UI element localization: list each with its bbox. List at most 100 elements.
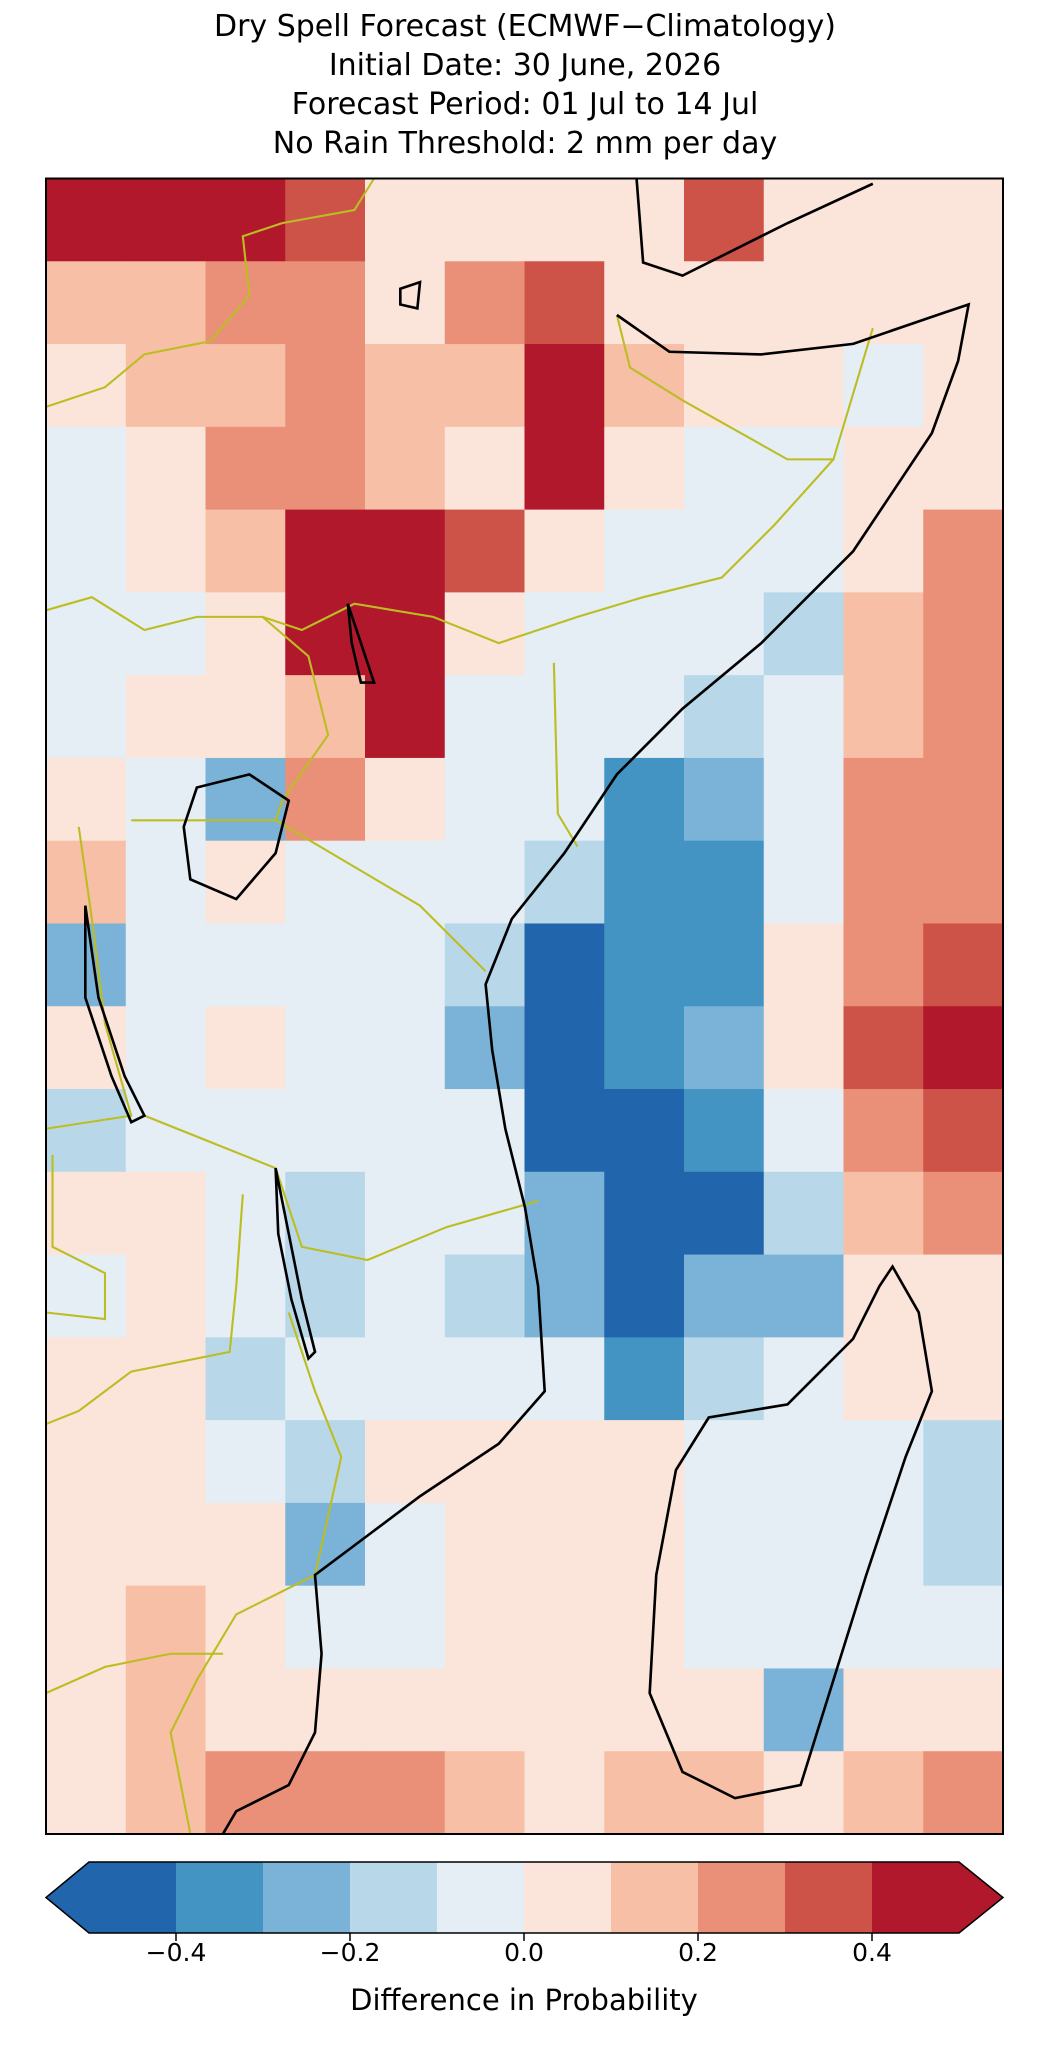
map-cell — [285, 1337, 366, 1421]
map-cell — [843, 344, 924, 428]
map-cell — [46, 178, 127, 262]
map-cell — [923, 1337, 1004, 1421]
map-cell — [843, 1171, 924, 1256]
colorbar-bin — [611, 1862, 699, 1933]
map-cell — [125, 592, 207, 676]
country-border — [45, 177, 375, 408]
lake — [182, 772, 291, 901]
map-cell — [763, 1006, 845, 1090]
map-cell — [365, 1006, 446, 1090]
map-cell — [843, 675, 924, 759]
map-cell — [604, 757, 685, 842]
map-cell — [524, 1751, 605, 1835]
map-cell — [125, 840, 207, 925]
map-cell — [125, 1668, 207, 1752]
colorbar-extend-low — [46, 1862, 89, 1933]
map-cell — [604, 1254, 685, 1338]
map-cell — [843, 757, 924, 842]
map-cell — [205, 1089, 286, 1173]
map-cell — [524, 675, 605, 759]
map-cell — [365, 923, 446, 1007]
map-cell — [604, 1006, 685, 1090]
map-cell — [763, 1668, 845, 1752]
map-cell — [684, 1089, 765, 1173]
map-cell — [923, 344, 1004, 428]
map-cell — [205, 675, 286, 759]
map-cell — [285, 757, 366, 842]
map-cell — [205, 426, 286, 511]
map-cell — [923, 757, 1004, 842]
map-cell — [125, 261, 207, 345]
map-cell — [843, 1006, 924, 1090]
map-cell — [285, 344, 366, 428]
map-cell — [604, 1089, 685, 1173]
map-cell — [923, 178, 1004, 262]
map-cell — [604, 426, 685, 511]
map-cell — [46, 1254, 127, 1338]
map-cell — [923, 1585, 1004, 1670]
map-cell — [923, 1254, 1004, 1338]
map-cell — [843, 592, 924, 676]
country-border — [262, 458, 835, 645]
map-cell — [763, 592, 845, 676]
map-cell — [125, 1337, 207, 1421]
map-cell — [125, 1585, 207, 1670]
colorbar-bin — [176, 1862, 264, 1933]
map-cell — [285, 1089, 366, 1173]
map-cell — [923, 1089, 1004, 1173]
map-cell — [923, 426, 1004, 511]
country-border — [143, 1114, 539, 1262]
colorbar-bin — [350, 1862, 438, 1933]
map-cell — [46, 1337, 127, 1421]
lake — [346, 603, 376, 684]
map-cell — [604, 178, 685, 262]
map-cell — [444, 1337, 526, 1421]
map-cell — [524, 261, 605, 345]
colorbar-bin — [437, 1862, 525, 1933]
map-cell — [46, 426, 127, 511]
map-cell — [684, 840, 765, 925]
map-cell — [46, 344, 127, 428]
map-cell — [684, 675, 765, 759]
map-cell — [524, 1171, 605, 1256]
map-cell — [46, 1668, 127, 1752]
colorbar-tick-label: −0.4 — [146, 1938, 207, 1967]
map-cell — [444, 840, 526, 925]
map-cell — [684, 344, 765, 428]
colorbar-tick-label: 0.0 — [504, 1938, 544, 1967]
map-cell — [763, 344, 845, 428]
map-cell — [365, 1171, 446, 1256]
map-cell — [524, 923, 605, 1007]
map-cell — [365, 757, 446, 842]
map-cell — [524, 1585, 605, 1670]
map-cell — [843, 1668, 924, 1752]
map-cell — [125, 426, 207, 511]
country-border — [615, 314, 874, 461]
map-cell — [285, 426, 366, 511]
map-cell — [843, 261, 924, 345]
map-cell — [843, 1502, 924, 1587]
map-cell — [684, 1006, 765, 1090]
map-cell — [444, 344, 526, 428]
map-cell — [524, 178, 605, 262]
map-cell — [46, 1502, 127, 1587]
map-cell — [365, 1585, 446, 1670]
map-cell — [285, 1171, 366, 1256]
map-cell — [205, 1668, 286, 1752]
map-cell — [205, 757, 286, 842]
map-cell — [763, 757, 845, 842]
map-cell — [205, 1337, 286, 1421]
map-cell — [843, 1337, 924, 1421]
map-cell — [365, 1502, 446, 1587]
country-border — [45, 826, 133, 1130]
map-cell — [923, 840, 1004, 925]
map-cell — [205, 1254, 286, 1338]
map-cell — [444, 509, 526, 593]
title-line: Initial Date: 30 June, 2026 — [329, 48, 721, 83]
map-cell — [684, 1337, 765, 1421]
map-cell — [205, 509, 286, 593]
colorbar-bin — [698, 1862, 786, 1933]
map-cell — [843, 1089, 924, 1173]
map-cell — [524, 757, 605, 842]
